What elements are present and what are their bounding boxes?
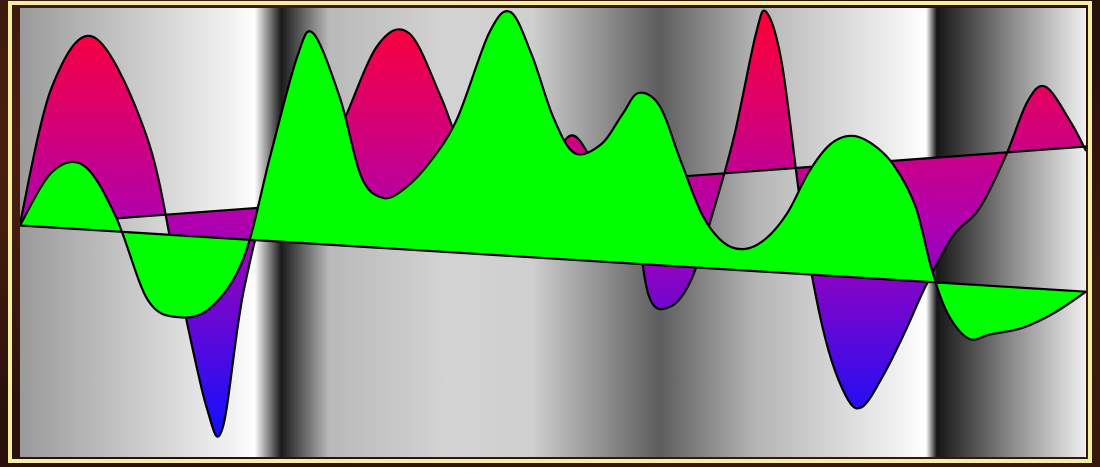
green-wave (20, 10, 1086, 341)
wave-layer (20, 9, 1086, 438)
plot-frame (8, 1, 1092, 463)
